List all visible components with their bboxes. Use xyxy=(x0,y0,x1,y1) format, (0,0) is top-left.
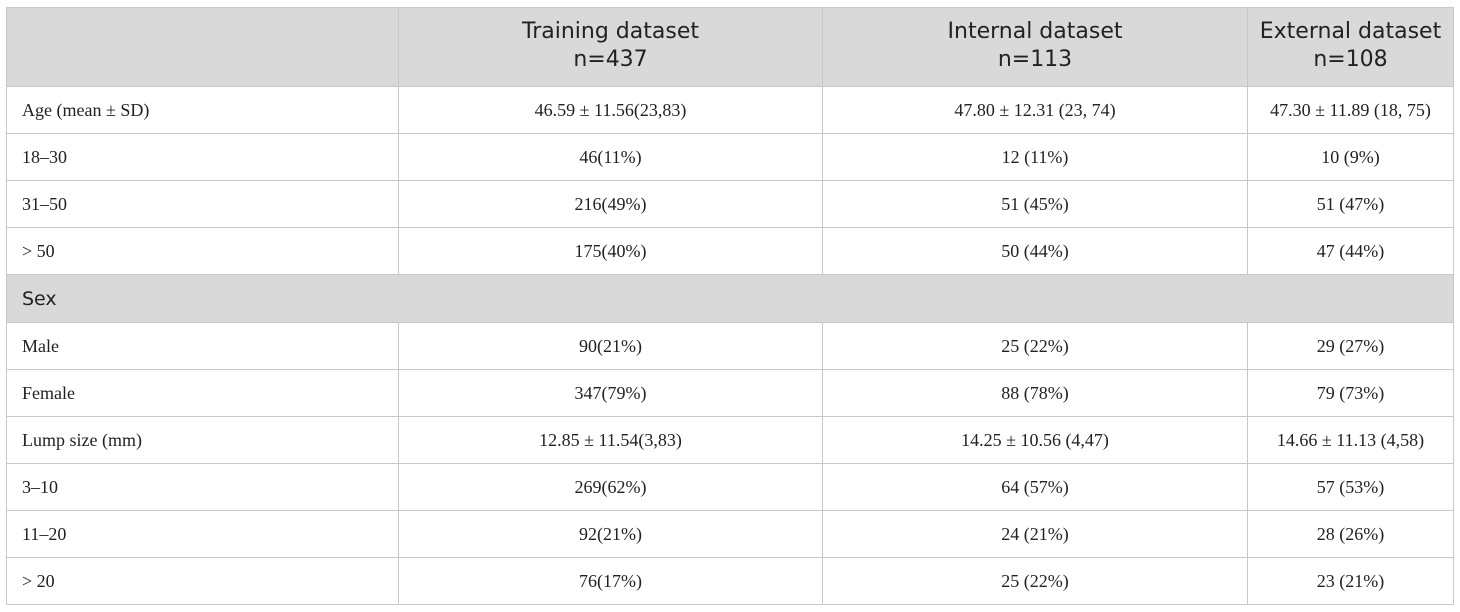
header-training-dataset: Training dataset n=437 xyxy=(398,7,823,87)
row-label-lump-over-20: > 20 xyxy=(6,557,399,605)
cell-internal: 50 (44%) xyxy=(822,227,1248,275)
header-internal-n: n=113 xyxy=(997,47,1073,72)
cell-training: 46.59 ± 11.56(23,83) xyxy=(398,86,823,134)
section-label-sex: Sex xyxy=(6,274,1454,323)
cell-external: 14.66 ± 11.13 (4,58) xyxy=(1247,416,1454,464)
table-body: Age (mean ± SD) 46.59 ± 11.56(23,83) 47.… xyxy=(6,86,1454,605)
table-header: Training dataset n=437 Internal dataset … xyxy=(6,7,1454,87)
cell-internal: 47.80 ± 12.31 (23, 74) xyxy=(822,86,1248,134)
table-row: 31–50 216(49%) 51 (45%) 51 (47%) xyxy=(6,180,1454,228)
row-label-male: Male xyxy=(6,322,399,370)
table-row: 11–20 92(21%) 24 (21%) 28 (26%) xyxy=(6,510,1454,558)
header-row: Training dataset n=437 Internal dataset … xyxy=(6,7,1454,87)
table-row: > 20 76(17%) 25 (22%) 23 (21%) xyxy=(6,557,1454,605)
cell-internal: 12 (11%) xyxy=(822,133,1248,181)
cell-external: 51 (47%) xyxy=(1247,180,1454,228)
cell-external: 10 (9%) xyxy=(1247,133,1454,181)
header-corner-cell xyxy=(6,7,399,87)
row-label-lump-3-10: 3–10 xyxy=(6,463,399,511)
cell-training: 175(40%) xyxy=(398,227,823,275)
cell-training: 76(17%) xyxy=(398,557,823,605)
row-label-age: Age (mean ± SD) xyxy=(6,86,399,134)
cell-training: 269(62%) xyxy=(398,463,823,511)
row-label-age-18-30: 18–30 xyxy=(6,133,399,181)
cell-training: 216(49%) xyxy=(398,180,823,228)
cell-internal: 88 (78%) xyxy=(822,369,1248,417)
cell-training: 90(21%) xyxy=(398,322,823,370)
demographics-table: Training dataset n=437 Internal dataset … xyxy=(6,7,1454,605)
cell-training: 12.85 ± 11.54(3,83) xyxy=(398,416,823,464)
row-label-age-over-50: > 50 xyxy=(6,227,399,275)
cell-external: 29 (27%) xyxy=(1247,322,1454,370)
cell-external: 57 (53%) xyxy=(1247,463,1454,511)
table-row: Male 90(21%) 25 (22%) 29 (27%) xyxy=(6,322,1454,370)
table-row: Female 347(79%) 88 (78%) 79 (73%) xyxy=(6,369,1454,417)
cell-internal: 51 (45%) xyxy=(822,180,1248,228)
table-row: 3–10 269(62%) 64 (57%) 57 (53%) xyxy=(6,463,1454,511)
header-training-n: n=437 xyxy=(573,47,648,72)
row-label-lump-size: Lump size (mm) xyxy=(6,416,399,464)
cell-internal: 25 (22%) xyxy=(822,557,1248,605)
row-label-female: Female xyxy=(6,369,399,417)
table-row: 18–30 46(11%) 12 (11%) 10 (9%) xyxy=(6,133,1454,181)
row-label-lump-11-20: 11–20 xyxy=(6,510,399,558)
header-external-title: External dataset xyxy=(1259,19,1442,44)
cell-external: 47.30 ± 11.89 (18, 75) xyxy=(1247,86,1454,134)
cell-training: 92(21%) xyxy=(398,510,823,558)
table-row: Lump size (mm) 12.85 ± 11.54(3,83) 14.25… xyxy=(6,416,1454,464)
cell-internal: 25 (22%) xyxy=(822,322,1248,370)
section-row-sex: Sex xyxy=(6,274,1454,323)
cell-internal: 64 (57%) xyxy=(822,463,1248,511)
table-row: Age (mean ± SD) 46.59 ± 11.56(23,83) 47.… xyxy=(6,86,1454,134)
cell-training: 347(79%) xyxy=(398,369,823,417)
cell-internal: 24 (21%) xyxy=(822,510,1248,558)
header-external-dataset: External dataset n=108 xyxy=(1247,7,1454,87)
table-row: > 50 175(40%) 50 (44%) 47 (44%) xyxy=(6,227,1454,275)
header-training-title: Training dataset xyxy=(522,19,699,44)
cell-external: 23 (21%) xyxy=(1247,557,1454,605)
cell-internal: 14.25 ± 10.56 (4,47) xyxy=(822,416,1248,464)
cell-external: 47 (44%) xyxy=(1247,227,1454,275)
row-label-age-31-50: 31–50 xyxy=(6,180,399,228)
cell-training: 46(11%) xyxy=(398,133,823,181)
cell-external: 79 (73%) xyxy=(1247,369,1454,417)
demographics-table-container: Training dataset n=437 Internal dataset … xyxy=(6,7,1454,605)
cell-external: 28 (26%) xyxy=(1247,510,1454,558)
header-internal-dataset: Internal dataset n=113 xyxy=(822,7,1248,87)
header-internal-title: Internal dataset xyxy=(947,19,1123,44)
header-external-n: n=108 xyxy=(1313,47,1388,72)
